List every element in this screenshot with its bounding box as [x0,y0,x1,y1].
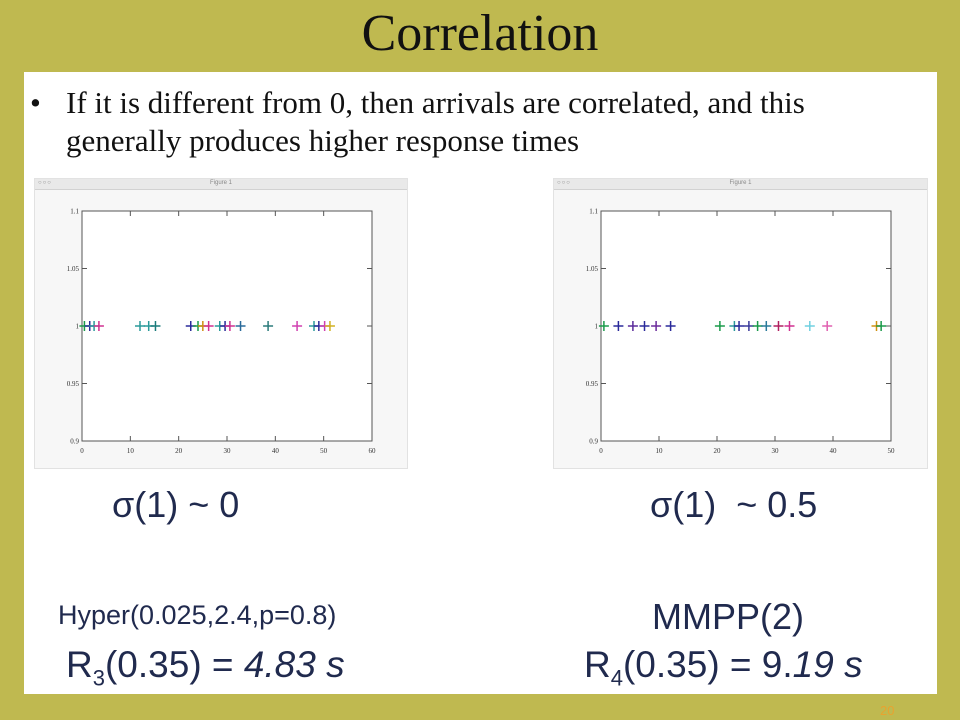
bullet-text: If it is different from 0, then arrivals… [66,85,805,158]
right-chart-data-point [651,321,662,331]
left-chart-x-tick-label: 60 [369,447,377,455]
right-r-arg: (0.35) = 9. [622,644,793,685]
left-r-arg: (0.35) = [104,644,244,685]
left-chart-data-point [324,321,335,331]
right-chart-y-tick-label: 1.1 [589,208,598,216]
window-controls-icon: ○○○ [38,180,52,186]
left-plot-window-title: Figure 1 [209,180,232,186]
right-chart-data-point [627,321,638,331]
right-r-prefix: R [584,644,611,685]
right-chart-x-tick-label: 30 [772,447,780,455]
left-chart-x-tick-label: 30 [224,447,232,455]
left-chart-data-point [150,321,161,331]
left-chart-y-tick-label: 1.1 [70,208,79,216]
left-response-time: R3(0.35) = 4.83 s [66,644,345,691]
left-chart-data-point [224,321,235,331]
right-chart-data-point [665,321,676,331]
right-chart-x-tick-label: 0 [599,447,603,455]
left-plot-titlebar: ○○○ Figure 1 [35,179,407,190]
right-chart-data-point [822,321,833,331]
right-chart-data-point [773,321,784,331]
left-chart-data-point [292,321,303,331]
slide-content: • If it is different from 0, then arriva… [24,72,937,694]
left-plot-window: ○○○ Figure 1 0 10 20 30 40 50 60 0.9 0.95 1 1.05 1.… [34,178,408,469]
right-chart-data-point [734,321,745,331]
right-plot-titlebar: ○○○ Figure 1 [554,179,927,190]
left-r-prefix: R [66,644,93,685]
left-r-sub: 3 [92,665,105,691]
slide-title: Correlation [361,5,599,62]
right-chart-data-point [784,321,795,331]
left-scatter-chart: 0 10 20 30 40 50 60 0.9 0.95 1 1.05 1.1 [67,208,377,456]
bullet-icon: • [30,85,41,120]
right-chart-data-point [761,321,772,331]
right-response-time: R4(0.35) = 9.19 s [584,644,863,691]
left-chart-y-tick-label: 0.95 [67,380,80,388]
right-chart-data-point [598,321,609,331]
left-chart-y-tick-label: 0.9 [70,438,79,446]
right-chart-data-point [752,321,763,331]
right-chart-y-tick-label: 0.95 [586,380,599,388]
right-chart-y-tick-label: 1.05 [586,265,599,273]
right-plot-window-title: Figure 1 [729,180,752,186]
left-chart-data-point [135,321,145,331]
right-chart-x-tick-label: 40 [830,447,838,455]
left-chart-x-tick-label: 20 [175,447,183,455]
left-chart-data-point [263,321,274,331]
right-chart-data-point [714,321,725,331]
left-chart-data-point [93,321,104,331]
right-chart-x-tick-label: 50 [888,447,896,455]
left-chart-x-tick-label: 50 [320,447,328,455]
left-r-value: 4.83 s [243,644,345,685]
right-scatter-chart: 0 10 20 30 40 50 0.9 0.95 1 1.05 1.1 [586,208,896,456]
window-controls-icon: ○○○ [557,180,571,186]
right-chart-data-point [639,321,650,331]
right-chart-data-point [876,321,887,331]
right-chart-x-tick-label: 20 [714,447,722,455]
right-chart-x-tick-label: 10 [656,447,664,455]
right-chart-data-point [804,321,815,331]
left-chart-x-tick-label: 0 [80,447,84,455]
left-chart-y-tick-label: 1.05 [67,265,80,273]
right-chart-data-point [743,321,754,331]
right-r-value: 19 s [792,644,863,685]
left-chart-data-point [203,321,214,331]
left-chart-x-tick-label: 10 [127,447,135,455]
left-sigma-label: σ(1) ~ 0 [112,484,240,525]
left-chart-y-tick-label: 1 [76,323,80,331]
left-model-label: Hyper(0.025,2.4,p=0.8) [58,600,337,630]
right-chart-y-tick-label: 0.9 [589,438,598,446]
right-chart-data-point [613,321,624,331]
left-chart-data-point [235,321,246,331]
right-chart-y-tick-label: 1 [595,323,599,331]
left-chart-x-tick-label: 40 [272,447,280,455]
right-plot-window: ○○○ Figure 1 0 10 20 30 40 50 0.9 0.95 1 1.05 1.1 [553,178,928,469]
right-r-sub: 4 [610,665,623,691]
right-sigma-label: σ(1) ~ 0.5 [650,484,818,525]
right-model-label: MMPP(2) [652,596,804,637]
page-number: 20 [880,703,895,718]
